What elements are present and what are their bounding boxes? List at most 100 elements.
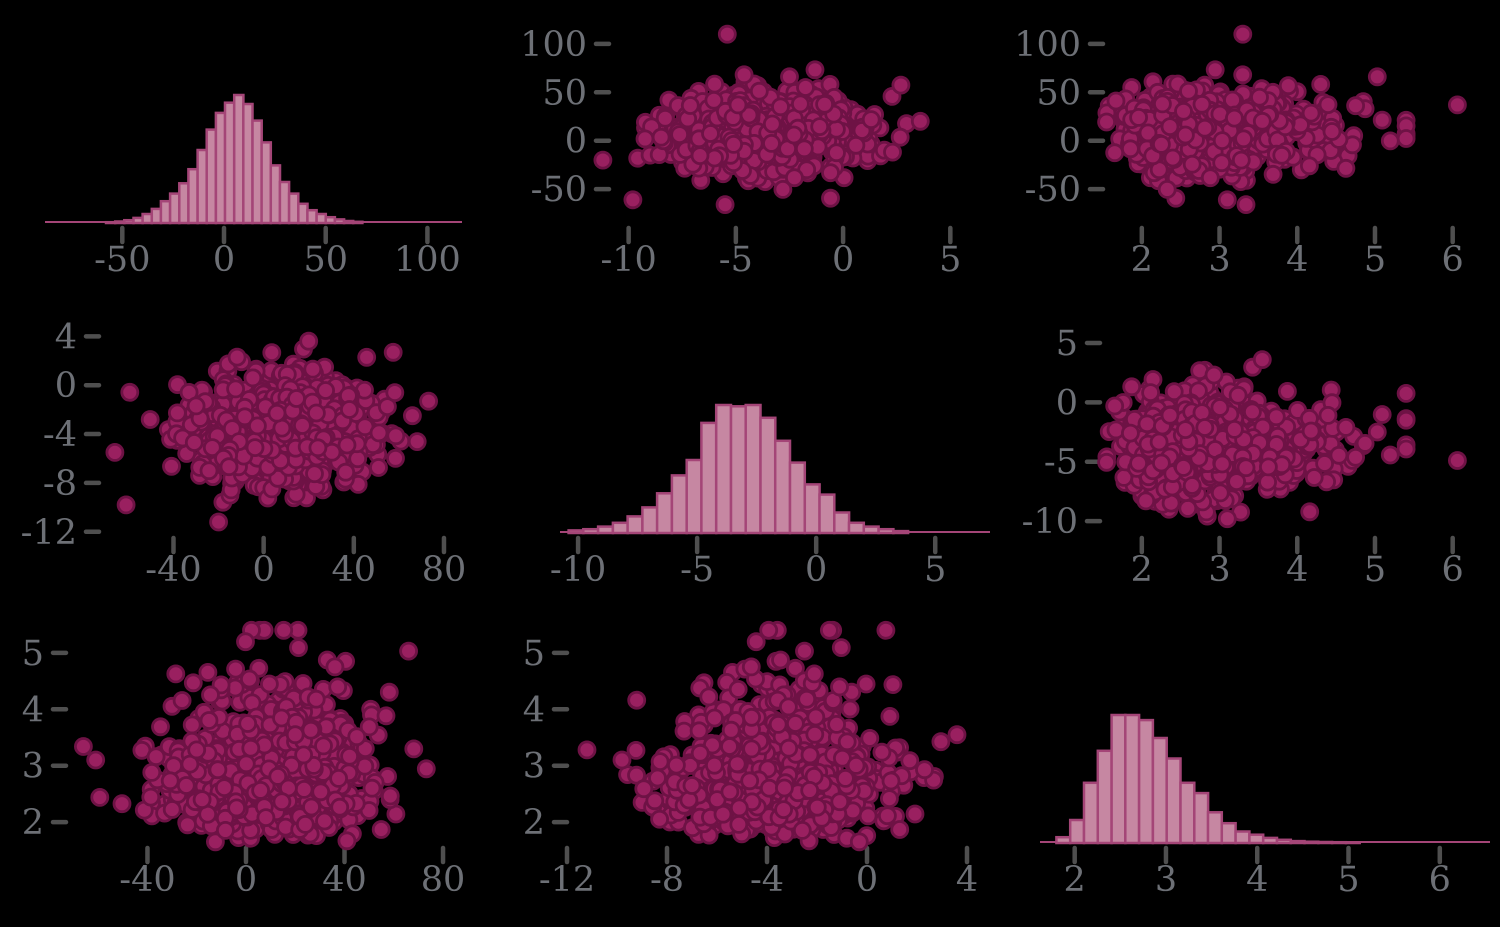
hist-bar	[214, 111, 227, 225]
x-tick-label: -5	[680, 550, 714, 590]
data-point	[187, 740, 207, 760]
data-point	[120, 382, 140, 402]
data-point	[285, 725, 305, 745]
data-point	[931, 732, 951, 752]
hist-bar	[278, 180, 291, 225]
data-point	[241, 738, 261, 758]
y-tick-label: 3	[22, 747, 44, 787]
data-point	[796, 78, 815, 97]
data-point	[236, 754, 256, 774]
data-point	[236, 632, 255, 652]
data-point	[715, 195, 735, 215]
data-point	[1322, 122, 1342, 141]
data-point	[419, 391, 439, 411]
data-point	[162, 800, 182, 819]
data-point	[386, 448, 405, 468]
y-tick-label: 4	[523, 690, 545, 730]
data-point	[623, 190, 643, 210]
data-point	[734, 65, 754, 85]
data-point	[314, 736, 333, 756]
data-point	[1367, 67, 1387, 87]
data-point	[1157, 179, 1177, 199]
x-tick-label: 80	[422, 550, 467, 590]
hist-bar	[297, 202, 309, 225]
data-point	[1160, 405, 1180, 425]
hist-bar	[670, 474, 688, 535]
data-point	[810, 117, 830, 136]
data-point	[340, 746, 360, 766]
data-point	[815, 94, 834, 114]
data-point	[262, 343, 282, 363]
y-tick-label: 5	[22, 634, 44, 674]
data-point	[209, 512, 229, 532]
data-point	[86, 750, 106, 770]
data-point	[1217, 190, 1237, 210]
y-tick-label: 5	[523, 634, 545, 674]
data-point	[208, 760, 228, 780]
data-point	[1250, 87, 1269, 107]
data-point	[1174, 101, 1193, 121]
data-point	[176, 776, 196, 795]
x-tick-label: -4	[750, 860, 784, 900]
y-tick-label: 4	[55, 317, 77, 357]
scatter-var3-var2: 2 3 4 5 650-5-10	[1022, 324, 1467, 590]
data-point	[142, 763, 162, 782]
data-point	[238, 714, 258, 733]
data-point	[105, 442, 125, 462]
data-point	[328, 677, 348, 697]
hist-bar	[773, 439, 792, 535]
y-tick-label: 0	[565, 122, 587, 162]
x-tick-label: 2	[1131, 240, 1153, 280]
y-tick-label: 0	[55, 366, 77, 406]
data-point	[294, 780, 314, 799]
data-point	[1192, 403, 1212, 423]
data-point	[380, 786, 400, 806]
data-point	[74, 737, 93, 756]
data-point	[402, 406, 422, 426]
data-point	[1396, 129, 1416, 148]
data-point	[1231, 150, 1251, 170]
hist-var2: -10 -5 0 5	[550, 403, 990, 590]
x-tick-label: 5	[1364, 240, 1386, 280]
data-point	[1300, 156, 1319, 176]
hist-bar	[205, 128, 218, 225]
data-point	[1174, 458, 1193, 477]
data-point	[337, 831, 357, 851]
x-tick-label: -12	[539, 860, 595, 900]
hist-bar	[141, 212, 154, 225]
data-point	[1141, 383, 1160, 403]
x-tick-label: 4	[956, 860, 978, 900]
data-point	[274, 620, 294, 640]
hist-bar	[818, 493, 836, 535]
y-tick-label: 2	[523, 803, 545, 843]
data-point	[1225, 419, 1244, 439]
x-tick-label: 0	[253, 550, 275, 590]
x-tick-label: 4	[1286, 240, 1308, 280]
data-point	[416, 759, 436, 779]
data-point	[325, 657, 345, 677]
data-point	[315, 811, 334, 831]
data-point	[1097, 452, 1116, 472]
data-point	[160, 771, 180, 791]
data-point	[383, 342, 403, 362]
hist-bar	[242, 102, 254, 225]
data-point	[256, 808, 276, 827]
data-point	[1301, 421, 1321, 441]
data-point	[728, 95, 748, 115]
data-point	[376, 706, 396, 726]
data-point	[305, 464, 324, 484]
data-point	[1300, 502, 1320, 522]
hist-bar	[269, 164, 282, 225]
hist-bar	[287, 192, 300, 225]
data-point	[243, 368, 263, 388]
data-point	[272, 792, 292, 812]
data-point	[407, 432, 427, 452]
data-point	[146, 747, 166, 767]
hist-var1: -50 0 50 100	[45, 93, 462, 280]
data-point	[287, 389, 306, 408]
data-point	[1205, 60, 1225, 80]
data-point	[1212, 131, 1232, 151]
data-point	[183, 673, 203, 693]
data-point	[347, 727, 367, 747]
data-point	[1318, 405, 1338, 425]
